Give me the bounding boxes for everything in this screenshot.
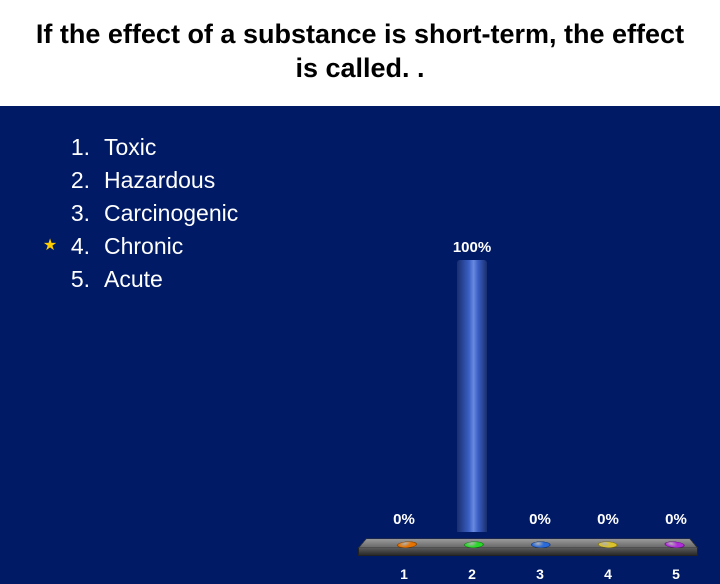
pct-label: 100% (446, 239, 498, 256)
category-dot (395, 541, 419, 548)
platform-front (358, 548, 698, 556)
answer-number: 5. (62, 266, 90, 293)
bar-slot: 0% (514, 511, 566, 532)
x-label: 2 (446, 566, 498, 582)
answer-row: ★ 4. Chronic (38, 233, 238, 260)
star-icon: ★ (38, 238, 62, 254)
x-label: 1 (378, 566, 430, 582)
answer-number: 2. (62, 167, 90, 194)
answer-label: Hazardous (90, 167, 215, 194)
x-label: 3 (514, 566, 566, 582)
bar-slot: 0% (650, 511, 702, 532)
answer-row: 3. Carcinogenic (38, 200, 238, 227)
content-area: 1. Toxic 2. Hazardous 3. Carcinogenic ★ … (0, 106, 720, 134)
answer-label: Toxic (90, 134, 156, 161)
slide-title: If the effect of a substance is short-te… (30, 18, 690, 86)
bar-slot: 100% (446, 239, 498, 532)
pct-label: 0% (514, 511, 566, 528)
x-label: 4 (582, 566, 634, 582)
answer-row: 5. Acute (38, 266, 238, 293)
bar (457, 260, 487, 532)
answer-number: 1. (62, 134, 90, 161)
answer-number: 3. (62, 200, 90, 227)
bar-slot: 0% (582, 511, 634, 532)
title-area: If the effect of a substance is short-te… (0, 0, 720, 106)
category-dot (463, 541, 484, 548)
pct-label: 0% (582, 511, 634, 528)
category-dot (597, 541, 619, 548)
answer-row: 2. Hazardous (38, 167, 238, 194)
answer-row: 1. Toxic (38, 134, 238, 161)
x-label: 5 (650, 566, 702, 582)
category-dot (531, 541, 551, 548)
response-chart: 0% 100% 0% 0% 0% (358, 232, 698, 582)
answer-list: 1. Toxic 2. Hazardous 3. Carcinogenic ★ … (38, 134, 238, 299)
pct-label: 0% (650, 511, 702, 528)
answer-label: Acute (90, 266, 163, 293)
answer-number: 4. (62, 233, 90, 260)
chart-bars-area: 0% 100% 0% 0% 0% (358, 232, 698, 532)
pct-label: 0% (378, 511, 430, 528)
chart-platform (358, 532, 698, 560)
bar-slot: 0% (378, 511, 430, 532)
chart-xaxis: 1 2 3 4 5 (358, 560, 698, 584)
answer-label: Carcinogenic (90, 200, 238, 227)
category-dot (663, 541, 687, 548)
answer-label: Chronic (90, 233, 183, 260)
slide: If the effect of a substance is short-te… (0, 0, 720, 540)
